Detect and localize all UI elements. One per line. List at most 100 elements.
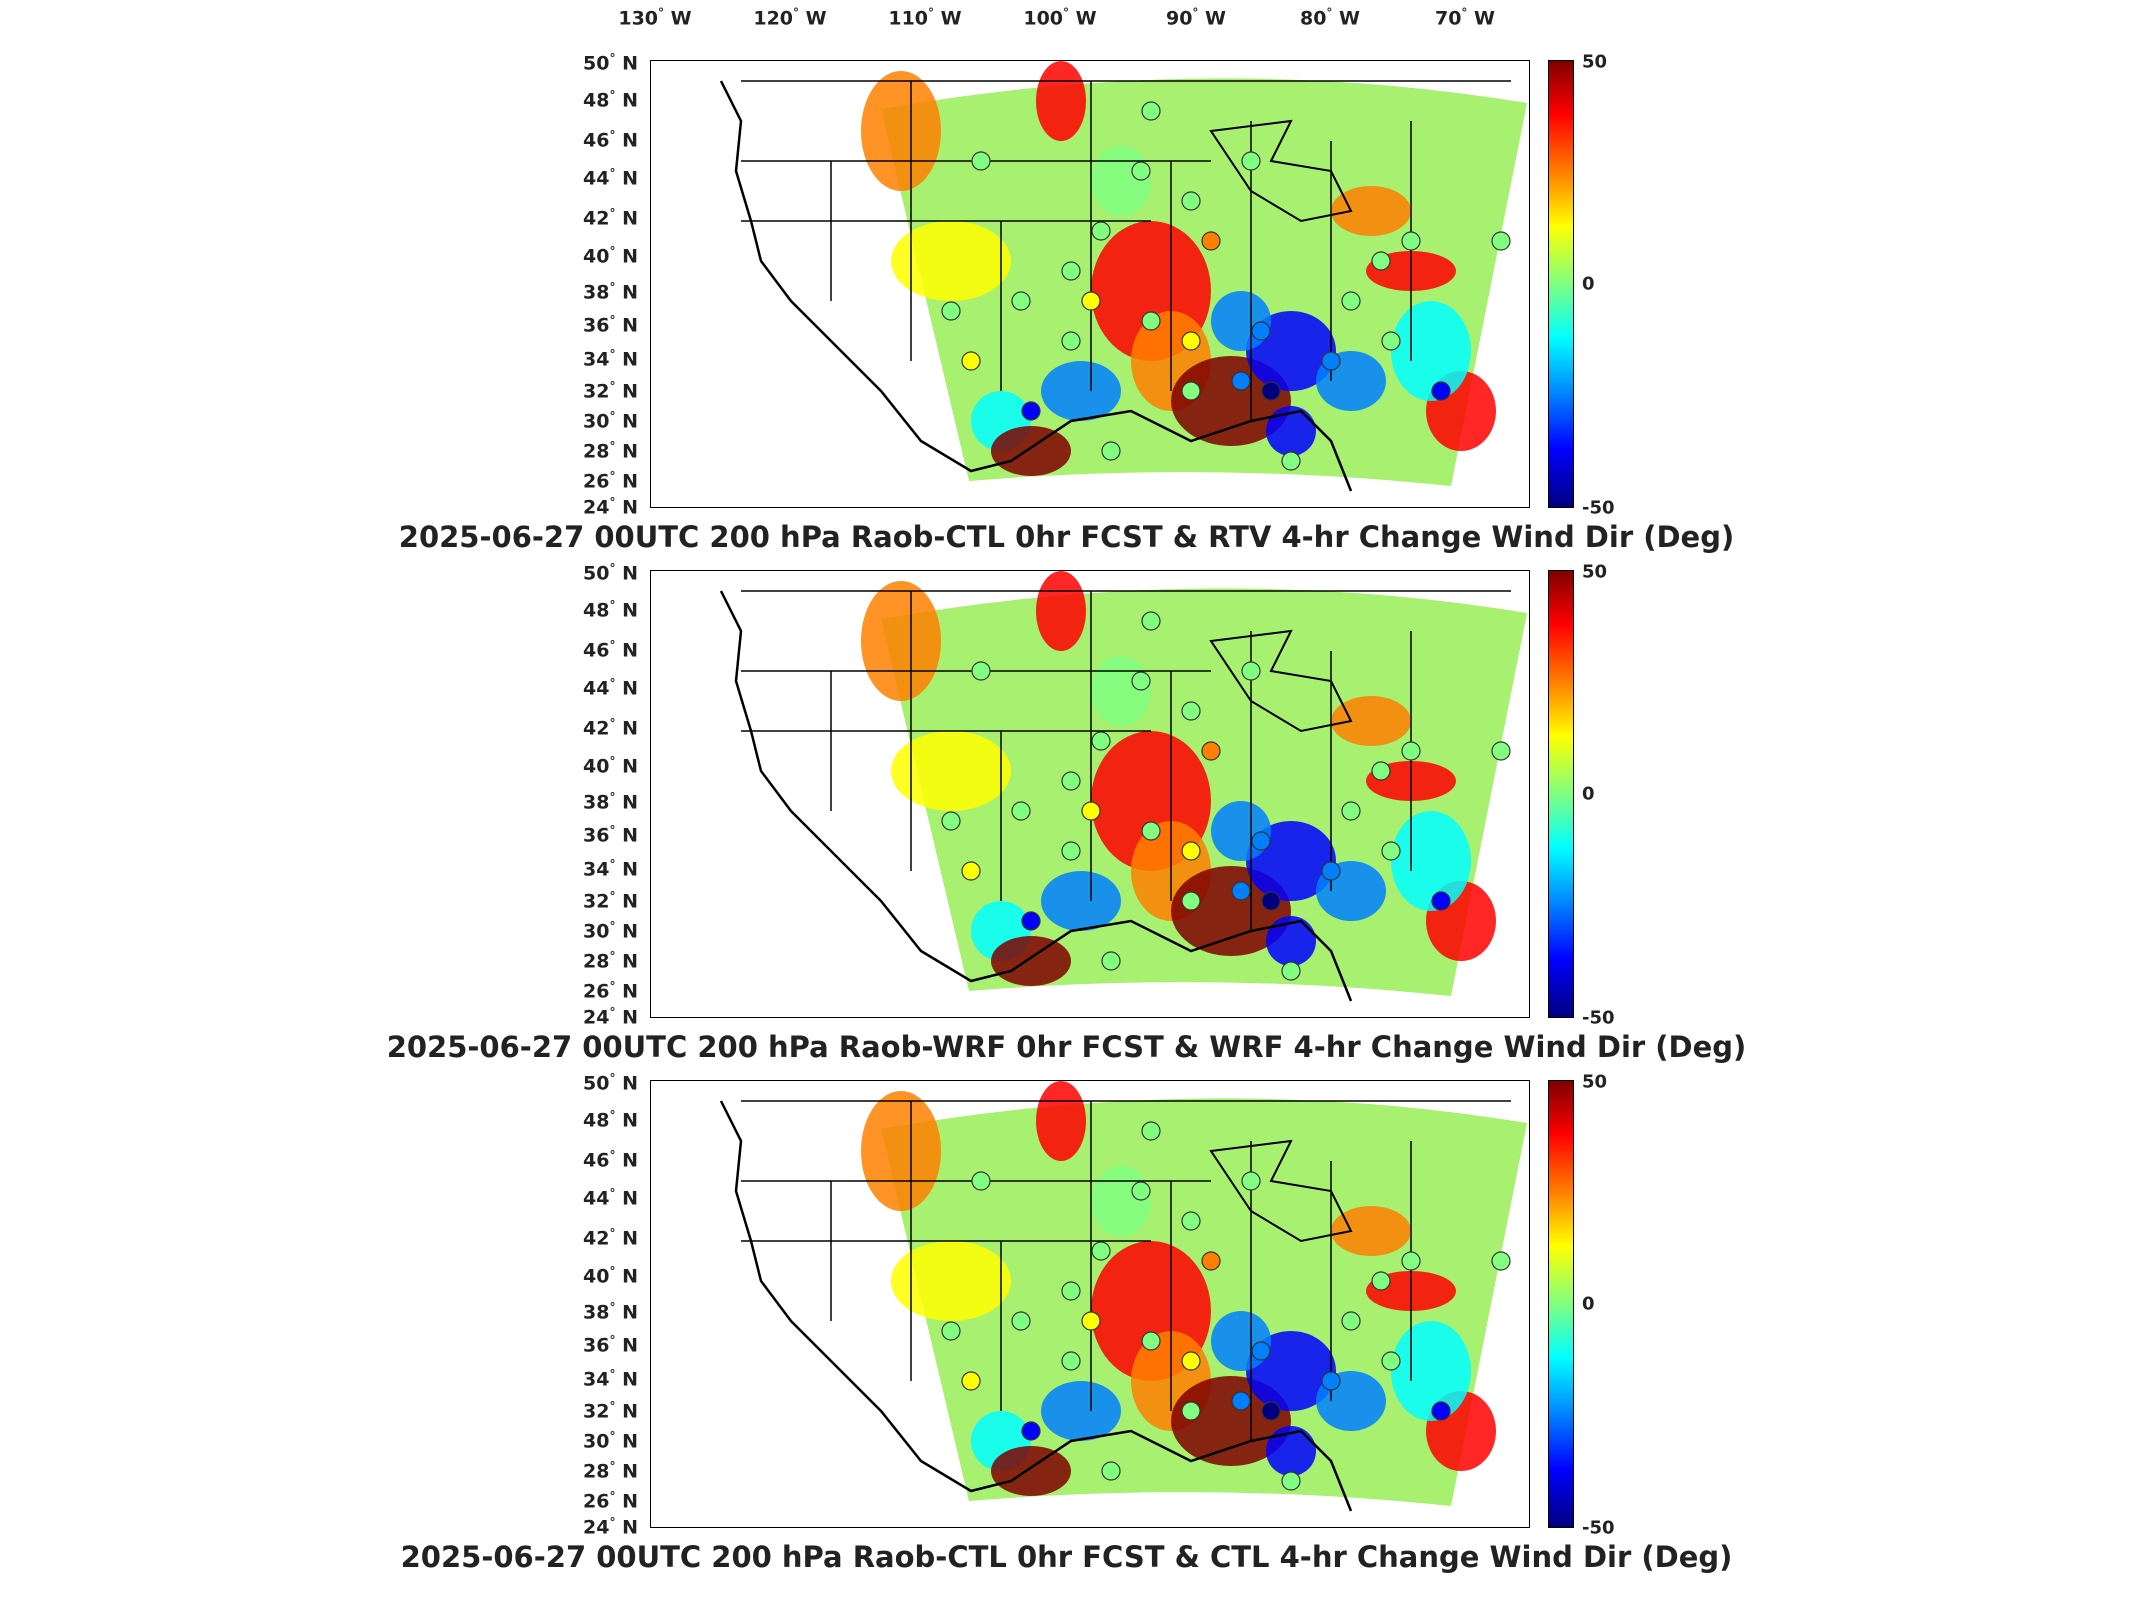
lon-label: 80° W <box>1299 6 1361 30</box>
lat-label: 30° N <box>583 919 638 943</box>
station-marker <box>1181 331 1201 351</box>
station-marker <box>1371 1271 1391 1291</box>
station-marker <box>1061 1351 1081 1371</box>
station-marker <box>1241 661 1261 681</box>
station-marker <box>1061 771 1081 791</box>
field-blob <box>1391 1321 1471 1421</box>
station-marker <box>1021 911 1041 931</box>
field-blob <box>1391 301 1471 401</box>
lat-label: 36° N <box>583 313 638 337</box>
station-marker <box>1251 831 1271 851</box>
station-marker <box>1141 101 1161 121</box>
station-marker <box>1251 321 1271 341</box>
field-blob <box>1036 61 1086 141</box>
station-marker <box>1181 701 1201 721</box>
station-marker <box>1021 1421 1041 1441</box>
station-marker <box>1011 801 1031 821</box>
lat-label: 40° N <box>583 754 638 778</box>
lat-label: 26° N <box>583 979 638 1003</box>
station-marker <box>1181 891 1201 911</box>
colorbar <box>1548 60 1574 508</box>
lon-label: 110° W <box>888 6 962 30</box>
station-marker <box>1231 1391 1251 1411</box>
station-marker <box>1131 1181 1151 1201</box>
field-blob <box>1091 656 1151 726</box>
station-marker <box>1011 291 1031 311</box>
colorbar-max-label: 50 <box>1582 51 1608 73</box>
station-marker <box>1101 951 1121 971</box>
colorbar <box>1548 1080 1574 1528</box>
field-blob <box>861 1091 941 1211</box>
station-marker <box>1381 1351 1401 1371</box>
station-marker <box>941 811 961 831</box>
station-marker <box>1061 1281 1081 1301</box>
field-blob <box>891 1241 1011 1321</box>
station-marker <box>1181 1351 1201 1371</box>
station-marker <box>1181 191 1201 211</box>
station-marker <box>1281 1471 1301 1491</box>
station-marker <box>1341 801 1361 821</box>
lat-label: 50° N <box>583 561 638 585</box>
map-frame <box>650 1080 1530 1528</box>
station-marker <box>1181 1211 1201 1231</box>
colorbar-max-label: 50 <box>1582 1071 1608 1093</box>
lat-label: 28° N <box>583 1459 638 1483</box>
station-marker <box>1281 451 1301 471</box>
map-frame <box>650 570 1530 1018</box>
station-marker <box>941 301 961 321</box>
station-marker <box>1401 231 1421 251</box>
great-lakes <box>1209 1139 1353 1243</box>
panel-title: 2025-06-27 00UTC 200 hPa Raob-WRF 0hr FC… <box>386 1030 1747 1064</box>
lat-label: 46° N <box>583 1148 638 1172</box>
station-marker <box>1321 351 1341 371</box>
lat-label: 42° N <box>583 206 638 230</box>
lon-label: 100° W <box>1023 6 1097 30</box>
lat-label: 46° N <box>583 638 638 662</box>
station-marker <box>1381 331 1401 351</box>
station-marker <box>1381 841 1401 861</box>
lon-label: 90° W <box>1165 6 1227 30</box>
field-blob <box>991 936 1071 986</box>
lat-label: 46° N <box>583 128 638 152</box>
station-marker <box>1181 381 1201 401</box>
colorbar-mid-label: 0 <box>1582 273 1595 295</box>
station-marker <box>1181 841 1201 861</box>
station-marker <box>941 1321 961 1341</box>
lat-label: 32° N <box>583 1399 638 1423</box>
field-blob <box>1036 1081 1086 1161</box>
station-marker <box>1011 1311 1031 1331</box>
station-marker <box>1201 231 1221 251</box>
field-blob <box>1091 146 1151 216</box>
colorbar-min-label: -50 <box>1582 1517 1615 1539</box>
field-blob <box>1041 1381 1121 1441</box>
lat-label: 34° N <box>583 857 638 881</box>
coastline <box>719 590 1353 1002</box>
lat-label: 44° N <box>583 1186 638 1210</box>
map-frame <box>650 60 1530 508</box>
lon-label: 70° W <box>1434 6 1496 30</box>
field-blob <box>891 221 1011 301</box>
station-marker <box>1321 861 1341 881</box>
station-marker <box>961 861 981 881</box>
lat-label: 28° N <box>583 439 638 463</box>
station-marker <box>1061 841 1081 861</box>
lat-label: 24° N <box>583 1005 638 1029</box>
map-panel-1: 50° N 48° N 46° N 44° N 42° N 40° N 38° N 36° N… <box>0 51 2133 580</box>
lat-label: 28° N <box>583 949 638 973</box>
lat-label: 26° N <box>583 1489 638 1513</box>
station-marker <box>1491 741 1511 761</box>
station-marker <box>1491 231 1511 251</box>
field-blob <box>1266 1426 1316 1476</box>
station-marker <box>1241 151 1261 171</box>
station-marker <box>971 151 991 171</box>
field-blob <box>1331 696 1411 746</box>
station-marker <box>971 661 991 681</box>
colorbar-max-label: 50 <box>1582 561 1608 583</box>
coastline <box>719 1100 1353 1512</box>
station-marker <box>1181 1401 1201 1421</box>
station-marker <box>1141 821 1161 841</box>
colorbar-mid-label: 0 <box>1582 783 1595 805</box>
station-marker <box>1101 1461 1121 1481</box>
lat-label: 30° N <box>583 409 638 433</box>
station-marker <box>1261 1401 1281 1421</box>
